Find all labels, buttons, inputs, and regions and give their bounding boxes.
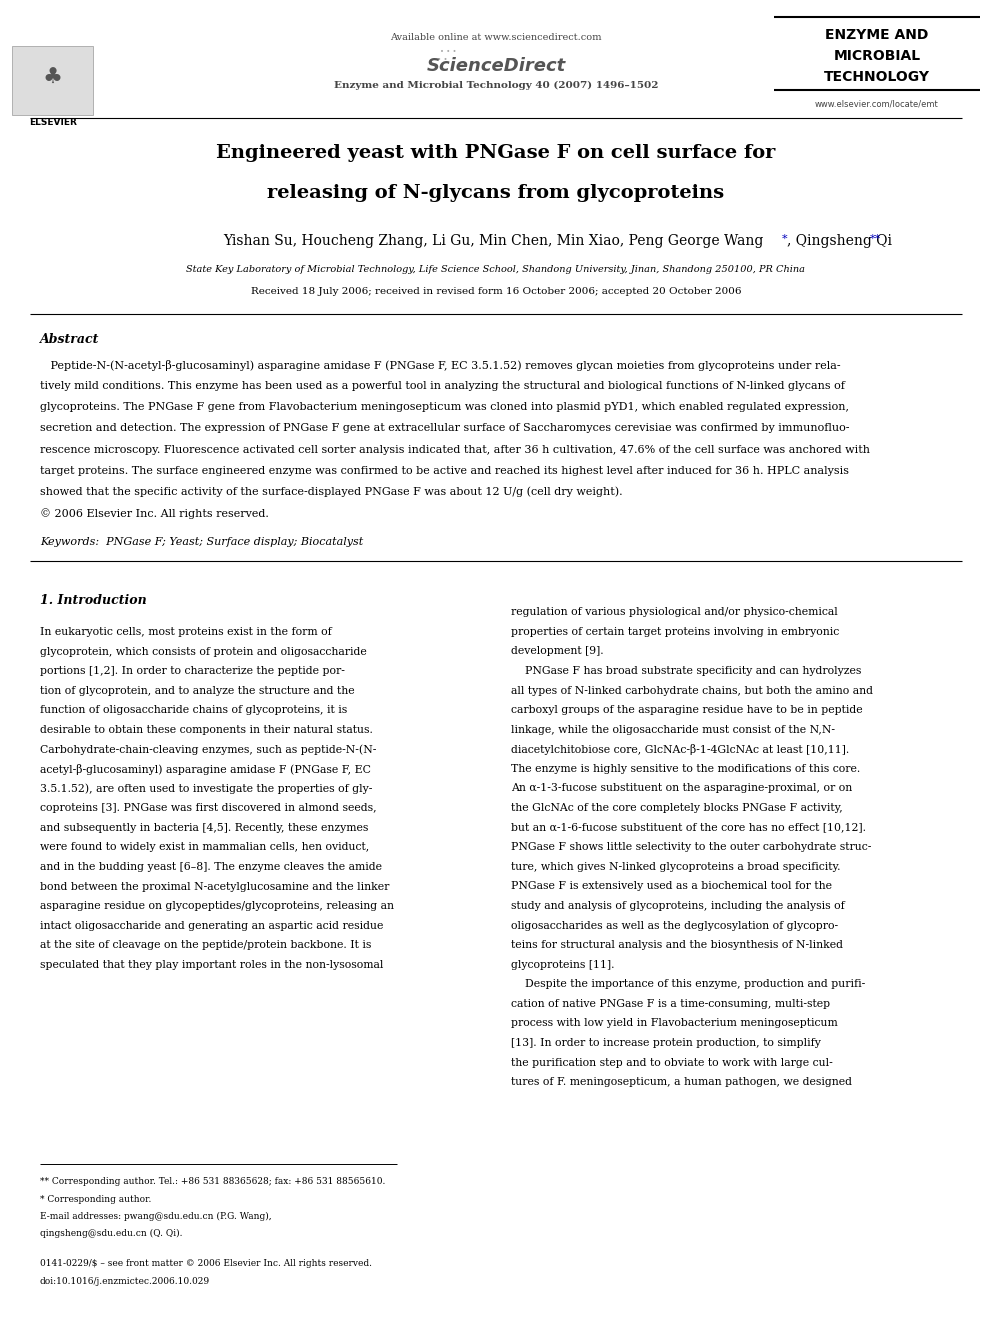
Text: ♣: ♣ xyxy=(43,67,62,89)
Text: tively mild conditions. This enzyme has been used as a powerful tool in analyzin: tively mild conditions. This enzyme has … xyxy=(40,381,844,392)
Text: TECHNOLOGY: TECHNOLOGY xyxy=(824,70,930,85)
Text: Keywords:  PNGase F; Yeast; Surface display; Biocatalyst: Keywords: PNGase F; Yeast; Surface displ… xyxy=(40,537,363,548)
Text: ENZYME AND: ENZYME AND xyxy=(825,28,929,42)
Text: but an α-1-6-fucose substituent of the core has no effect [10,12].: but an α-1-6-fucose substituent of the c… xyxy=(511,823,866,832)
Text: qingsheng@sdu.edu.cn (Q. Qi).: qingsheng@sdu.edu.cn (Q. Qi). xyxy=(40,1229,183,1238)
Text: target proteins. The surface engineered enzyme was confirmed to be active and re: target proteins. The surface engineered … xyxy=(40,466,849,476)
Text: desirable to obtain these components in their natural status.: desirable to obtain these components in … xyxy=(40,725,373,736)
Text: development [9].: development [9]. xyxy=(511,647,603,656)
Text: tures of F. meningosepticum, a human pathogen, we designed: tures of F. meningosepticum, a human pat… xyxy=(511,1077,852,1088)
Text: PNGase F shows little selectivity to the outer carbohydrate struc-: PNGase F shows little selectivity to the… xyxy=(511,843,871,852)
Text: at the site of cleavage on the peptide/protein backbone. It is: at the site of cleavage on the peptide/p… xyxy=(40,941,371,950)
Text: asparagine residue on glycopeptides/glycoproteins, releasing an: asparagine residue on glycopeptides/glyc… xyxy=(40,901,394,912)
Text: glycoproteins. The PNGase F gene from Flavobacterium meningosepticum was cloned : glycoproteins. The PNGase F gene from Fl… xyxy=(40,402,849,413)
Text: Received 18 July 2006; received in revised form 16 October 2006; accepted 20 Oct: Received 18 July 2006; received in revis… xyxy=(251,287,741,296)
Text: doi:10.1016/j.enzmictec.2006.10.029: doi:10.1016/j.enzmictec.2006.10.029 xyxy=(40,1277,209,1286)
Text: Yishan Su, Houcheng Zhang, Li Gu, Min Chen, Min Xiao, Peng George Wang: Yishan Su, Houcheng Zhang, Li Gu, Min Ch… xyxy=(223,234,769,249)
Text: PNGase F is extensively used as a biochemical tool for the: PNGase F is extensively used as a bioche… xyxy=(511,881,832,892)
Text: carboxyl groups of the asparagine residue have to be in peptide: carboxyl groups of the asparagine residu… xyxy=(511,705,862,716)
Text: 3.5.1.52), are often used to investigate the properties of gly-: 3.5.1.52), are often used to investigate… xyxy=(40,783,372,794)
Text: The enzyme is highly sensitive to the modifications of this core.: The enzyme is highly sensitive to the mo… xyxy=(511,763,860,774)
Text: ture, which gives N-linked glycoproteins a broad specificity.: ture, which gives N-linked glycoproteins… xyxy=(511,861,840,872)
Text: were found to widely exist in mammalian cells, hen oviduct,: were found to widely exist in mammalian … xyxy=(40,843,369,852)
Text: • • •: • • • xyxy=(440,49,456,56)
Text: all types of N-linked carbohydrate chains, but both the amino and: all types of N-linked carbohydrate chain… xyxy=(511,685,873,696)
Text: linkage, while the oligosaccharide must consist of the N,N-: linkage, while the oligosaccharide must … xyxy=(511,725,835,734)
Text: the purification step and to obviate to work with large cul-: the purification step and to obviate to … xyxy=(511,1057,832,1068)
Text: process with low yield in Flavobacterium meningosepticum: process with low yield in Flavobacterium… xyxy=(511,1019,837,1028)
Text: regulation of various physiological and/or physico-chemical: regulation of various physiological and/… xyxy=(511,607,837,618)
Text: E-mail addresses: pwang@sdu.edu.cn (P.G. Wang),: E-mail addresses: pwang@sdu.edu.cn (P.G.… xyxy=(40,1212,271,1221)
Text: study and analysis of glycoproteins, including the analysis of: study and analysis of glycoproteins, inc… xyxy=(511,901,844,912)
Text: glycoprotein, which consists of protein and oligosaccharide: glycoprotein, which consists of protein … xyxy=(40,647,366,656)
Text: releasing of N-glycans from glycoproteins: releasing of N-glycans from glycoprotein… xyxy=(268,184,724,202)
Text: © 2006 Elsevier Inc. All rights reserved.: © 2006 Elsevier Inc. All rights reserved… xyxy=(40,508,269,519)
Text: Carbohydrate-chain-cleaving enzymes, such as peptide-N-(N-: Carbohydrate-chain-cleaving enzymes, suc… xyxy=(40,745,376,755)
Text: [13]. In order to increase protein production, to simplify: [13]. In order to increase protein produ… xyxy=(511,1039,820,1048)
Text: cation of native PNGase F is a time-consuming, multi-step: cation of native PNGase F is a time-cons… xyxy=(511,999,830,1009)
Text: rescence microscopy. Fluorescence activated cell sorter analysis indicated that,: rescence microscopy. Fluorescence activa… xyxy=(40,445,870,455)
Text: • •: • • xyxy=(435,57,447,64)
Text: Engineered yeast with PNGase F on cell surface for: Engineered yeast with PNGase F on cell s… xyxy=(216,144,776,163)
Text: State Key Laboratory of Microbial Technology, Life Science School, Shandong Univ: State Key Laboratory of Microbial Techno… xyxy=(186,265,806,274)
Text: 0141-0229/$ – see front matter © 2006 Elsevier Inc. All rights reserved.: 0141-0229/$ – see front matter © 2006 El… xyxy=(40,1259,372,1269)
Text: Enzyme and Microbial Technology 40 (2007) 1496–1502: Enzyme and Microbial Technology 40 (2007… xyxy=(333,81,659,90)
Text: MICROBIAL: MICROBIAL xyxy=(833,49,921,64)
Text: diacetylchitobiose core, GlcNAc-β-1-4GlcNAc at least [10,11].: diacetylchitobiose core, GlcNAc-β-1-4Glc… xyxy=(511,745,849,755)
Text: portions [1,2]. In order to characterize the peptide por-: portions [1,2]. In order to characterize… xyxy=(40,667,344,676)
Text: www.elsevier.com/locate/emt: www.elsevier.com/locate/emt xyxy=(815,99,938,108)
Text: showed that the specific activity of the surface-displayed PNGase F was about 12: showed that the specific activity of the… xyxy=(40,487,622,497)
Text: secretion and detection. The expression of PNGase F gene at extracellular surfac: secretion and detection. The expression … xyxy=(40,423,849,434)
Text: **: ** xyxy=(870,234,881,245)
Text: and subsequently in bacteria [4,5]. Recently, these enzymes: and subsequently in bacteria [4,5]. Rece… xyxy=(40,823,368,833)
Bar xyxy=(12,46,93,115)
Text: *: * xyxy=(782,234,788,245)
Text: Despite the importance of this enzyme, production and purifi-: Despite the importance of this enzyme, p… xyxy=(511,979,865,990)
Text: glycoproteins [11].: glycoproteins [11]. xyxy=(511,959,614,970)
Text: Available online at www.sciencedirect.com: Available online at www.sciencedirect.co… xyxy=(390,33,602,42)
Text: and in the budding yeast [6–8]. The enzyme cleaves the amide: and in the budding yeast [6–8]. The enzy… xyxy=(40,863,382,872)
Text: coproteins [3]. PNGase was first discovered in almond seeds,: coproteins [3]. PNGase was first discove… xyxy=(40,803,376,814)
Text: ELSEVIER: ELSEVIER xyxy=(29,118,76,127)
Text: properties of certain target proteins involving in embryonic: properties of certain target proteins in… xyxy=(511,627,839,636)
Text: Peptide-N-(N-acetyl-β-glucosaminyl) asparagine amidase F (PNGase F, EC 3.5.1.52): Peptide-N-(N-acetyl-β-glucosaminyl) aspa… xyxy=(40,360,840,370)
Text: In eukaryotic cells, most proteins exist in the form of: In eukaryotic cells, most proteins exist… xyxy=(40,627,331,638)
Text: intact oligosaccharide and generating an aspartic acid residue: intact oligosaccharide and generating an… xyxy=(40,921,383,931)
Text: acetyl-β-glucosaminyl) asparagine amidase F (PNGase F, EC: acetyl-β-glucosaminyl) asparagine amidas… xyxy=(40,765,371,775)
Text: teins for structural analysis and the biosynthesis of N-linked: teins for structural analysis and the bi… xyxy=(511,941,843,950)
Text: * Corresponding author.: * Corresponding author. xyxy=(40,1195,151,1204)
Text: speculated that they play important roles in the non-lysosomal: speculated that they play important role… xyxy=(40,960,383,970)
Text: the GlcNAc of the core completely blocks PNGase F activity,: the GlcNAc of the core completely blocks… xyxy=(511,803,842,814)
Text: oligosaccharides as well as the deglycosylation of glycopro-: oligosaccharides as well as the deglycos… xyxy=(511,921,838,930)
Text: tion of glycoprotein, and to analyze the structure and the: tion of glycoprotein, and to analyze the… xyxy=(40,685,354,696)
Text: ScienceDirect: ScienceDirect xyxy=(427,57,565,75)
Text: , Qingsheng Qi: , Qingsheng Qi xyxy=(787,234,896,249)
Text: 1. Introduction: 1. Introduction xyxy=(40,594,147,607)
Text: PNGase F has broad substrate specificity and can hydrolyzes: PNGase F has broad substrate specificity… xyxy=(511,665,861,676)
Text: An α-1-3-fucose substituent on the asparagine-proximal, or on: An α-1-3-fucose substituent on the aspar… xyxy=(511,783,852,794)
Text: function of oligosaccharide chains of glycoproteins, it is: function of oligosaccharide chains of gl… xyxy=(40,705,347,716)
Text: Abstract: Abstract xyxy=(40,333,99,347)
Text: bond between the proximal N-acetylglucosamine and the linker: bond between the proximal N-acetylglucos… xyxy=(40,881,389,892)
Text: ** Corresponding author. Tel.: +86 531 88365628; fax: +86 531 88565610.: ** Corresponding author. Tel.: +86 531 8… xyxy=(40,1177,385,1187)
